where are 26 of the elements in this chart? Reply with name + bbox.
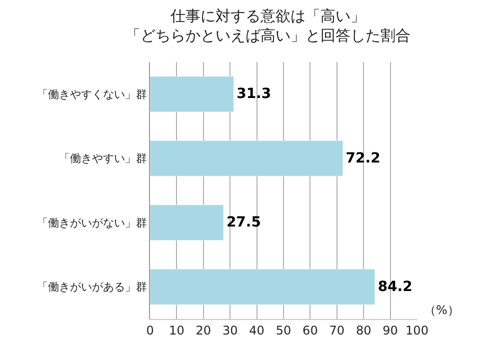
x-tick-label: 30	[222, 323, 238, 338]
data-label: 72.2	[346, 150, 380, 166]
chart-subtitle: 「どちらかといえば高い」と回答した割合	[125, 26, 410, 44]
text: （%）	[424, 303, 460, 317]
x-tick-label: 50	[276, 323, 292, 338]
y-tick-label: 「働きやすい」群	[58, 152, 147, 166]
x-tick-label: 70	[329, 323, 345, 338]
bar	[150, 204, 224, 241]
x-tick-label: 0	[146, 323, 154, 338]
data-label: 84.2	[378, 278, 412, 295]
data-label: 31.3	[236, 86, 272, 102]
data-label: 27.5	[226, 214, 261, 231]
y-tick-label: 「働きがいがない」群	[36, 216, 147, 230]
x-tick-label: 10	[169, 323, 184, 338]
bar	[150, 268, 376, 305]
chart-title: 仕事に対する意欲は「高い」	[169, 6, 366, 25]
y-tick-label: 「働きがいがある」群	[36, 280, 147, 294]
x-tick-label: 20	[196, 323, 212, 338]
bar	[150, 140, 344, 176]
x-tick-label: 60	[302, 323, 318, 338]
x-tick-label: 80	[356, 323, 372, 338]
bar	[150, 76, 234, 112]
x-tick-label: 40	[249, 323, 264, 338]
y-tick-label: 「働きやすくない」群	[36, 88, 147, 101]
x-tick-label: 90	[382, 323, 398, 338]
x-tick-label: 100	[406, 323, 428, 338]
